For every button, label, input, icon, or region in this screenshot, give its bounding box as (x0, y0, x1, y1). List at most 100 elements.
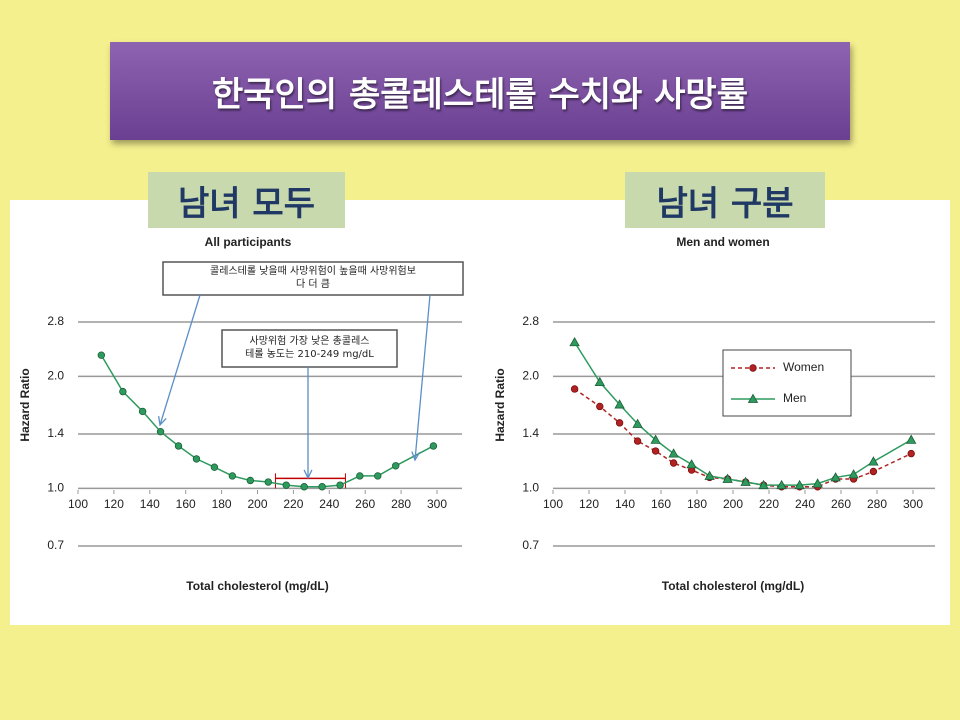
marker (794, 479, 805, 490)
marker (686, 459, 697, 469)
y-tick-label: 2.0 (522, 369, 539, 383)
annotation-text: 콜레스테롤 낮을때 사망위험이 높을때 사망위험보 (210, 264, 416, 277)
x-tick-label: 120 (104, 497, 124, 511)
marker (632, 418, 643, 428)
marker (722, 473, 733, 483)
y-tick-label: 1.4 (522, 426, 539, 440)
y-axis-title: Hazard Ratio (493, 368, 507, 441)
marker (569, 336, 580, 347)
x-tick-label: 160 (651, 497, 671, 511)
x-axis-title: Total cholesterol (mg/dL) (662, 579, 804, 593)
x-tick-label: 260 (831, 497, 851, 511)
marker (300, 483, 308, 491)
x-tick-label: 300 (427, 497, 447, 511)
arrow-head (303, 469, 313, 480)
marker (869, 467, 878, 476)
marker (210, 463, 219, 471)
x-tick-label: 200 (247, 497, 267, 511)
y-tick-label: 0.7 (47, 538, 64, 552)
marker (776, 479, 787, 490)
y-tick-label: 0.7 (522, 538, 539, 552)
annotation: 사망위험 가장 낮은 총콜레스테롤 농도는 210-249 mg/dL (221, 329, 398, 480)
x-tick-label: 140 (140, 497, 160, 511)
arrow-head (411, 451, 421, 462)
x-tick-label: 300 (903, 497, 923, 511)
series-line (100, 354, 434, 488)
marker (633, 437, 642, 445)
annotation-box (221, 329, 398, 368)
marker (246, 476, 255, 485)
marker (174, 442, 183, 450)
marker (749, 364, 757, 372)
x-tick-label: 240 (319, 497, 339, 511)
marker (356, 472, 364, 480)
marker (747, 393, 759, 403)
marker (138, 407, 147, 416)
chart-title: Men and women (676, 235, 769, 249)
y-axis-title: Hazard Ratio (18, 368, 32, 441)
y-tick-label: 1.0 (522, 481, 539, 495)
x-tick-label: 100 (543, 497, 563, 511)
section-label: 남녀 구분 (625, 172, 825, 228)
x-tick-label: 160 (176, 497, 196, 511)
marker (650, 434, 661, 444)
series-line (573, 341, 912, 486)
marker (97, 351, 106, 359)
marker (669, 459, 678, 467)
marker (374, 472, 382, 480)
x-tick-label: 180 (687, 497, 707, 511)
x-tick-label: 280 (867, 497, 887, 511)
x-tick-label: 180 (212, 497, 232, 511)
x-axis-title: Total cholesterol (mg/dL) (186, 579, 328, 593)
annotation-text: 테롤 농도는 210-249 mg/dL (245, 348, 374, 360)
marker (704, 470, 715, 480)
marker (758, 479, 769, 490)
marker (830, 472, 841, 482)
marker (906, 434, 917, 444)
x-tick-label: 200 (723, 497, 743, 511)
marker (228, 472, 237, 480)
chart-title: All participants (205, 235, 292, 249)
marker (596, 402, 604, 411)
marker (264, 478, 272, 486)
marker (282, 481, 290, 489)
y-tick-label: 2.8 (47, 314, 64, 328)
marker (668, 448, 679, 458)
section-label: 남녀 모두 (148, 172, 345, 228)
x-tick-label: 120 (579, 497, 599, 511)
annotation-text: 다 더 큼 (296, 278, 330, 290)
marker (336, 481, 344, 489)
marker (848, 469, 859, 479)
marker (594, 376, 605, 387)
x-tick-label: 260 (355, 497, 375, 511)
arrow (414, 294, 431, 461)
marker (318, 483, 326, 491)
arrow (159, 294, 201, 426)
annotation-text: 사망위험 가장 낮은 총콜레스 (250, 334, 370, 347)
legend-label: Men (783, 391, 806, 405)
marker (156, 428, 165, 436)
x-tick-label: 220 (759, 497, 779, 511)
legend-box (722, 349, 852, 417)
marker (614, 399, 625, 409)
marker (868, 456, 879, 466)
y-tick-label: 2.0 (47, 369, 64, 383)
marker (570, 385, 579, 393)
slide-title: 한국인의 총콜레스테롤 수치와 사망률 (110, 42, 850, 140)
y-tick-label: 1.0 (47, 481, 64, 495)
marker (392, 462, 400, 470)
marker (740, 476, 751, 486)
x-tick-label: 220 (283, 497, 303, 511)
marker (651, 447, 660, 455)
y-tick-label: 1.4 (47, 426, 64, 440)
legend-label: Women (783, 360, 824, 374)
x-tick-label: 100 (68, 497, 88, 511)
marker (119, 387, 127, 396)
marker (192, 455, 201, 463)
marker (429, 442, 438, 450)
arrow-head (157, 416, 167, 427)
x-tick-label: 280 (391, 497, 411, 511)
